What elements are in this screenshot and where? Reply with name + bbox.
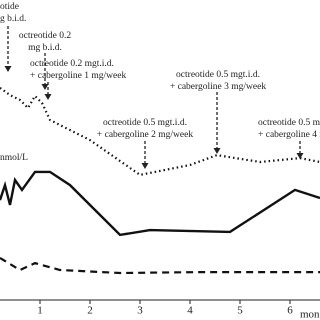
arrow-head bbox=[141, 163, 149, 169]
x-tick-label: 6 bbox=[287, 305, 293, 317]
arrow-head bbox=[4, 66, 12, 72]
annotation-text: g b.i.d. bbox=[0, 14, 26, 24]
x-tick-label: 5 bbox=[237, 305, 243, 317]
annotation-text: otide bbox=[0, 2, 19, 12]
x-tick-label: 3 bbox=[137, 305, 143, 317]
arrow-head bbox=[296, 153, 304, 159]
x-tick-label: 4 bbox=[187, 305, 193, 317]
annotation-text: + cabergoline 3 mg/week bbox=[170, 82, 266, 92]
data-line bbox=[0, 257, 320, 275]
arrow-head bbox=[44, 94, 52, 100]
annotation-text: octreotide 0.2 bbox=[19, 31, 71, 41]
annotation-text: octreotide 0.5 m bbox=[258, 118, 320, 128]
annotation-text: octreotide 0.5 mgt.i.d. bbox=[103, 118, 187, 128]
y-axis-label: nmol/L bbox=[0, 153, 28, 163]
data-line bbox=[0, 170, 320, 237]
arrow-head bbox=[213, 148, 221, 154]
x-axis-label: mon bbox=[300, 309, 320, 320]
annotation-text: octreotide 0.5 mgt.i.d. bbox=[176, 70, 260, 80]
annotation-text: octreotide 0.2 mgt.i.d. bbox=[30, 59, 114, 69]
annotation-text: + cabergoline 1 mg/week bbox=[30, 71, 126, 81]
annotation-text: + cabergoline 4 m bbox=[258, 130, 320, 140]
data-line bbox=[0, 87, 320, 177]
annotation-text: + cabergoline 2 mg/week bbox=[97, 130, 193, 140]
arrow-head bbox=[41, 84, 49, 90]
x-tick-label: 2 bbox=[87, 305, 93, 317]
annotation-text: mg b.i.d. bbox=[28, 43, 62, 53]
x-tick-label: 1 bbox=[37, 305, 43, 317]
